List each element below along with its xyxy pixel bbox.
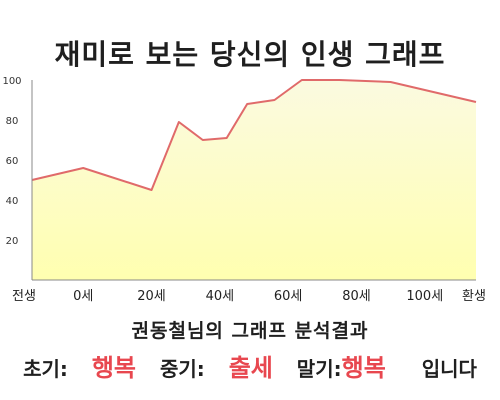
closing-text: 입니다 — [421, 357, 477, 381]
area-fill — [32, 80, 476, 280]
x-tick-label: 40세 — [206, 289, 235, 304]
x-tick-label: 80세 — [342, 289, 371, 304]
late-value: 행복 — [341, 354, 386, 382]
x-tick-label: 0세 — [73, 289, 93, 304]
early-label: 초기: — [23, 357, 68, 381]
late-label: 말기: — [296, 357, 342, 381]
analysis-summary: 초기: 행복 중기: 출세 말기:행복 입니다 — [0, 348, 500, 383]
analysis-title: 권동철님의 그래프 분석결과 — [131, 320, 369, 342]
x-tick-label: 환생 — [462, 289, 486, 304]
y-tick-label: 60 — [6, 156, 19, 167]
early-value: 행복 — [91, 354, 136, 382]
x-tick-label: 전생 — [12, 289, 36, 304]
y-tick-label: 40 — [6, 196, 19, 207]
y-tick-label: 80 — [6, 116, 19, 127]
y-tick-label: 100 — [2, 76, 21, 87]
mid-value: 출세 — [228, 354, 273, 382]
mid-label: 중기: — [159, 357, 205, 381]
x-tick-label: 20세 — [137, 289, 166, 304]
series-line — [31, 79, 477, 191]
chart-title: 재미로 보는 당신의 인생 그래프 — [55, 38, 446, 71]
x-tick-label: 100세 — [406, 289, 443, 304]
y-tick-label: 20 — [6, 236, 19, 247]
x-tick-label: 60세 — [274, 289, 303, 304]
